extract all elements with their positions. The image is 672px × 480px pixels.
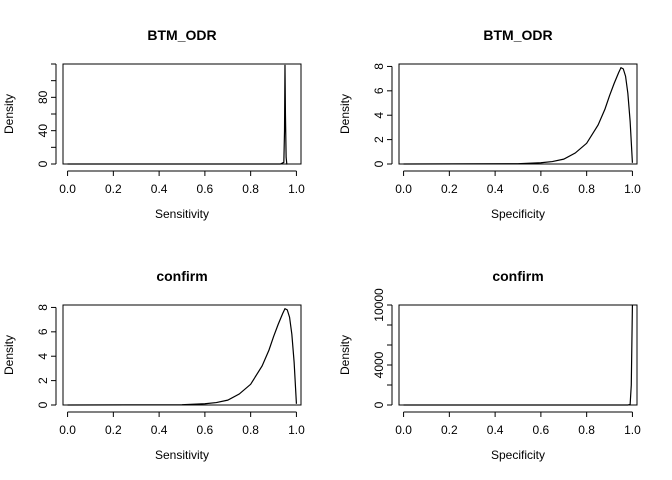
y-tick-label: 2: [372, 136, 386, 143]
x-axis-label: Specificity: [491, 448, 545, 462]
y-tick-label: 40: [36, 124, 50, 138]
y-axis-label: Density: [338, 94, 352, 134]
y-tick-label: 4: [372, 112, 386, 119]
y-axis-label: Density: [338, 335, 352, 375]
y-tick-label: 10000: [372, 288, 386, 322]
y-tick-label: 0: [36, 160, 50, 167]
x-tick-label: 0.6: [197, 182, 214, 196]
x-tick-label: 0.2: [441, 182, 458, 196]
y-axis-label: Density: [2, 335, 16, 375]
density-curve: [67, 64, 288, 165]
x-axis-label: Sensitivity: [155, 207, 209, 221]
plot-box: [398, 304, 638, 406]
x-tick-label: 0.6: [533, 423, 550, 437]
x-tick-label: 0.2: [105, 182, 122, 196]
chart-title: confirm: [492, 268, 543, 284]
x-tick-label: 0.8: [578, 182, 595, 196]
x-tick-label: 0.6: [533, 182, 550, 196]
y-tick-label: 8: [372, 63, 386, 70]
chart-title: confirm: [156, 268, 207, 284]
y-tick-label: 4: [36, 353, 50, 360]
chart-title: BTM_ODR: [483, 27, 552, 43]
y-tick-label: 4000: [372, 351, 386, 378]
density-curve: [67, 307, 298, 406]
panel-4: confirm 0.0 0.2 0.4 0.6 0.8 1.0 Specificity 0 400…: [338, 268, 641, 462]
x-tick-label: 0.4: [487, 423, 504, 437]
y-axis-label: Density: [2, 94, 16, 134]
x-tick-label: 0.4: [151, 423, 168, 437]
chart-title: BTM_ODR: [147, 27, 216, 43]
x-tick-label: 0.4: [487, 182, 504, 196]
x-tick-label: 0.0: [395, 423, 412, 437]
x-tick-label: 0.4: [151, 182, 168, 196]
x-tick-label: 0.2: [105, 423, 122, 437]
y-tick-label: 0: [372, 160, 386, 167]
x-tick-label: 0.0: [59, 423, 76, 437]
panel-2: BTM_ODR 0.0 0.2 0.4 0.6 0.8 1.0 Specificity 0 2 4 6…: [338, 27, 641, 221]
x-tick-label: 1.0: [624, 423, 641, 437]
x-tick-label: 0.2: [441, 423, 458, 437]
x-tick-label: 0.0: [59, 182, 76, 196]
plot-box: [62, 63, 302, 165]
x-tick-label: 1.0: [624, 182, 641, 196]
y-tick-label: 6: [36, 328, 50, 335]
x-tick-label: 0.0: [395, 182, 412, 196]
y-tick-label: 0: [372, 401, 386, 408]
x-axis-label: Specificity: [491, 207, 545, 221]
panel-1: BTM_ODR 0.0 0.2 0.4 0.6 0.8 1.0 Sensitivity 0 40 8…: [2, 27, 305, 221]
x-tick-label: 0.6: [197, 423, 214, 437]
plot-box: [398, 63, 638, 165]
x-tick-label: 0.8: [242, 182, 259, 196]
y-tick-label: 6: [372, 87, 386, 94]
x-tick-label: 1.0: [288, 182, 305, 196]
y-tick-label: 8: [36, 304, 50, 311]
y-tick-label: 2: [36, 377, 50, 384]
x-tick-label: 0.8: [578, 423, 595, 437]
density-curve: [403, 66, 634, 165]
x-tick-label: 0.8: [242, 423, 259, 437]
x-tick-label: 1.0: [288, 423, 305, 437]
panel-3: confirm 0.0 0.2 0.4 0.6 0.8 1.0 Sensitivity 0 2 4 6…: [2, 268, 305, 462]
plot-box: [62, 304, 302, 406]
density-curve: [403, 304, 634, 406]
y-tick-label: 0: [36, 401, 50, 408]
x-axis-label: Sensitivity: [155, 448, 209, 462]
y-tick-label: 80: [36, 90, 50, 104]
